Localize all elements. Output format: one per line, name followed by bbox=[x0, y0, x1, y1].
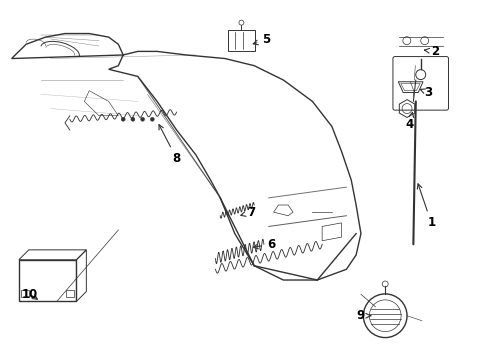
Circle shape bbox=[150, 117, 154, 121]
Text: 7: 7 bbox=[241, 206, 255, 219]
Bar bbox=[66, 289, 74, 297]
Text: 5: 5 bbox=[253, 33, 270, 46]
Bar bbox=[19, 260, 76, 301]
Bar bbox=[227, 30, 255, 51]
Text: 2: 2 bbox=[424, 45, 438, 58]
Text: 9: 9 bbox=[356, 309, 370, 322]
Circle shape bbox=[131, 117, 135, 121]
Circle shape bbox=[141, 117, 144, 121]
Bar bbox=[21, 289, 29, 297]
Text: 1: 1 bbox=[416, 184, 434, 229]
Text: 10: 10 bbox=[22, 288, 38, 301]
Text: 8: 8 bbox=[159, 125, 181, 165]
Text: 4: 4 bbox=[405, 112, 413, 131]
Text: 6: 6 bbox=[253, 238, 275, 251]
Text: 3: 3 bbox=[420, 86, 431, 99]
Circle shape bbox=[121, 117, 125, 121]
